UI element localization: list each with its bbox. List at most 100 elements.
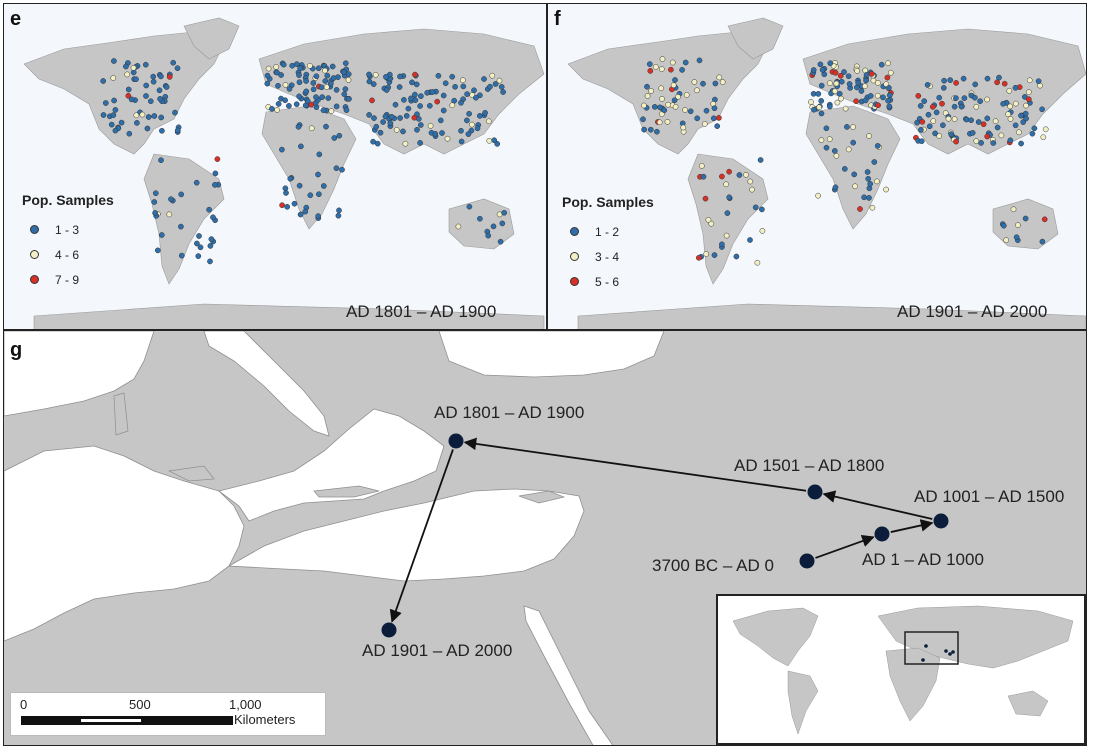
sample-point xyxy=(282,97,288,104)
sample-point xyxy=(827,80,833,87)
sample-point xyxy=(329,63,336,70)
sample-point xyxy=(371,115,377,121)
sample-point xyxy=(345,71,352,77)
sample-point xyxy=(641,126,647,133)
migration-arrow xyxy=(815,534,875,559)
sample-point xyxy=(1010,206,1017,213)
sample-point xyxy=(716,74,723,81)
eastern-mediterranean-sea xyxy=(227,488,585,582)
sample-point xyxy=(716,115,722,121)
sample-point xyxy=(486,137,493,144)
sample-point xyxy=(998,132,1005,139)
sample-point xyxy=(984,96,991,103)
sample-point xyxy=(977,98,983,105)
sample-point xyxy=(694,115,701,122)
sample-point xyxy=(736,172,743,178)
scale-tick-1000: 1,000 xyxy=(229,697,262,712)
migration-node xyxy=(381,622,397,638)
migration-node xyxy=(799,553,815,569)
sample-point xyxy=(370,81,377,87)
sample-point xyxy=(296,72,302,78)
sample-point xyxy=(275,82,281,89)
sample-point xyxy=(661,107,668,114)
legend-item-label: 3 - 4 xyxy=(595,249,620,264)
sample-point xyxy=(656,119,663,126)
sample-point xyxy=(264,80,271,87)
sample-point xyxy=(498,84,505,90)
sample-point xyxy=(968,117,974,124)
sample-point xyxy=(208,236,215,242)
inset-africa xyxy=(885,647,941,722)
sample-point xyxy=(838,95,844,102)
sample-point xyxy=(156,87,163,94)
sample-point xyxy=(858,88,865,94)
sample-point xyxy=(836,90,843,97)
sample-point xyxy=(886,103,893,110)
sample-point xyxy=(682,107,688,113)
sample-point xyxy=(442,80,449,87)
legend-swatch xyxy=(570,227,579,236)
sample-point xyxy=(816,104,822,111)
antarctica-land xyxy=(33,303,545,329)
sample-point xyxy=(658,85,665,92)
sample-point xyxy=(874,178,880,185)
legend-swatch xyxy=(30,275,39,284)
sample-point xyxy=(973,103,980,110)
sample-point xyxy=(1012,122,1019,129)
sample-point xyxy=(282,82,289,88)
sample-point xyxy=(449,102,456,109)
legend-item-label: 4 - 6 xyxy=(55,247,80,262)
sample-point xyxy=(125,86,132,93)
sample-point xyxy=(143,93,149,99)
sample-point xyxy=(100,78,107,84)
sample-point xyxy=(652,64,659,70)
sample-point xyxy=(147,98,154,105)
sample-point xyxy=(863,77,869,84)
sample-point xyxy=(308,125,315,132)
sample-point xyxy=(975,119,982,125)
sample-point xyxy=(383,74,389,80)
sample-point xyxy=(324,72,331,79)
sample-point xyxy=(151,113,158,119)
sample-point xyxy=(1005,111,1011,118)
sample-point xyxy=(322,78,329,84)
sample-point xyxy=(426,102,433,109)
sample-point xyxy=(1007,103,1013,110)
inset-south-america xyxy=(787,670,819,735)
sample-point xyxy=(818,110,825,117)
sample-point xyxy=(705,216,712,223)
sample-point xyxy=(469,121,475,128)
migration-arrows xyxy=(389,437,934,623)
node-label-ad1801: AD 1801 – AD 1900 xyxy=(434,403,585,422)
sample-point xyxy=(130,64,137,71)
sample-point xyxy=(341,91,348,98)
sample-point xyxy=(296,182,303,189)
sample-point xyxy=(664,118,671,125)
sample-point xyxy=(108,121,115,128)
sample-point xyxy=(328,108,335,114)
sample-point xyxy=(417,103,423,109)
sample-point xyxy=(743,171,749,178)
sample-point xyxy=(333,103,340,110)
sample-point xyxy=(696,57,703,64)
sample-point xyxy=(984,133,991,140)
sample-point xyxy=(703,107,710,114)
sample-point xyxy=(837,72,844,79)
sample-point xyxy=(972,81,979,88)
sample-point xyxy=(1006,87,1013,94)
inset-map-svg xyxy=(732,605,1074,735)
sample-point xyxy=(150,78,157,85)
strait-water xyxy=(4,331,155,417)
sample-point xyxy=(850,124,856,130)
sample-point xyxy=(651,104,658,110)
sample-point xyxy=(318,84,325,91)
sample-point xyxy=(712,80,719,87)
sample-point xyxy=(714,123,721,129)
sample-point xyxy=(315,213,322,219)
sample-point xyxy=(733,253,740,260)
antarctica-land xyxy=(577,303,1086,329)
sample-point xyxy=(342,86,349,92)
legend-item: 7 - 9 xyxy=(22,267,114,292)
sample-point xyxy=(455,223,462,230)
sample-point xyxy=(880,94,886,101)
